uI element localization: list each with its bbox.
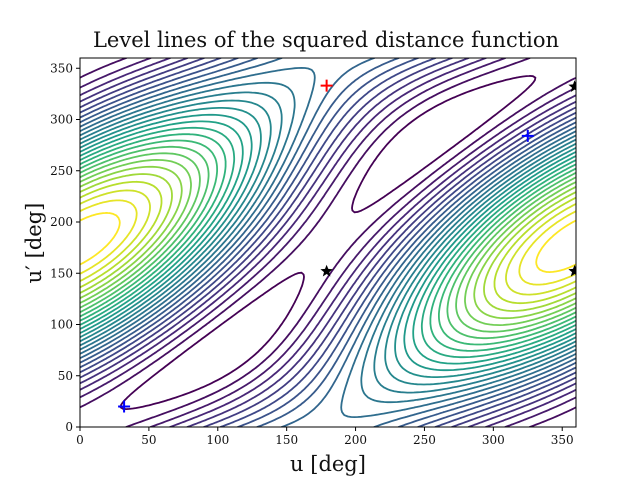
contour-level-17 — [80, 120, 576, 365]
contour-level-23 — [80, 159, 576, 326]
marker-plus-2 — [521, 129, 534, 142]
contour-level-12 — [80, 81, 576, 404]
contour-level-27 — [80, 189, 576, 296]
marker-star-4 — [568, 264, 576, 277]
plot-frame — [79, 57, 577, 428]
contour-level-11 — [80, 67, 576, 418]
y-tick-label-4: 200 — [50, 215, 73, 229]
marker-star-3 — [320, 264, 333, 277]
contour-level-16 — [80, 113, 576, 372]
x-axis-label: u [deg] — [290, 452, 366, 476]
x-tick-label-2: 100 — [206, 433, 229, 447]
contour-level-28 — [80, 199, 576, 286]
y-tick-label-2: 100 — [50, 318, 73, 332]
x-tick-label-3: 150 — [275, 433, 298, 447]
y-tick-label-1: 50 — [58, 369, 73, 383]
contour-level-25 — [80, 173, 576, 312]
y-tick-label-3: 150 — [50, 266, 73, 280]
marker-plus-0 — [320, 79, 333, 92]
contour-level-20 — [80, 139, 576, 346]
y-tick-label-0: 0 — [65, 420, 73, 434]
contour-level-14 — [80, 99, 576, 386]
y-tick-label-7: 350 — [50, 61, 73, 75]
contour-level-18 — [80, 126, 576, 359]
chart-title: Level lines of the squared distance func… — [92, 28, 560, 52]
contour-level-22 — [80, 152, 576, 333]
contour-level-19 — [80, 133, 576, 352]
x-tick-label-5: 250 — [413, 433, 436, 447]
x-tick-label-6: 300 — [482, 433, 505, 447]
marker-plus-1 — [118, 400, 131, 413]
contour-level-13 — [80, 91, 576, 394]
marker-star-5 — [568, 80, 576, 92]
x-tick-label-4: 200 — [344, 433, 367, 447]
contour-level-26 — [80, 180, 576, 305]
x-axis-ticks: 0 50 100 150 200 250 300 350 — [76, 427, 574, 447]
contour-lines — [80, 58, 576, 427]
y-axis-ticks: 0 50 100 150 200 250 300 350 — [50, 61, 80, 434]
contour-level-24 — [80, 165, 576, 320]
x-tick-label-7: 350 — [551, 433, 574, 447]
x-tick-label-1: 50 — [141, 433, 156, 447]
y-tick-label-6: 300 — [50, 113, 73, 127]
markers — [118, 79, 576, 413]
contour-level-1 — [119, 75, 537, 410]
y-tick-label-5: 250 — [50, 164, 73, 178]
contour-level-21 — [80, 145, 576, 340]
x-tick-label-0: 0 — [76, 433, 84, 447]
contour-level-15 — [80, 107, 576, 378]
contour-level-2 — [80, 58, 576, 427]
